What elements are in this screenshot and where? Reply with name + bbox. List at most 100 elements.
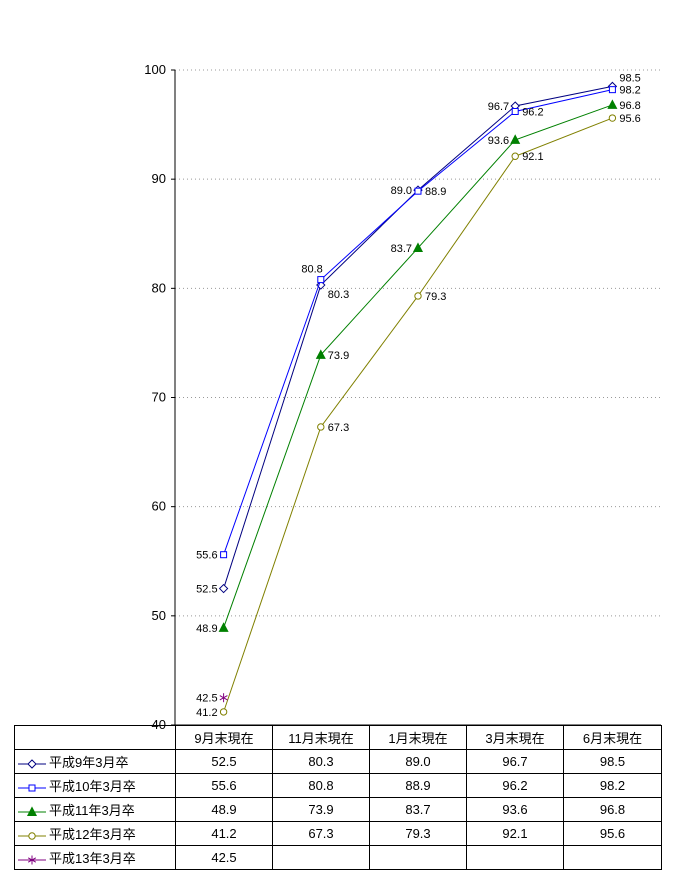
table-cell: 80.8 — [272, 773, 370, 798]
column-header-mar: 3月末現在 — [466, 725, 564, 750]
square-marker-icon — [220, 551, 228, 559]
square-marker-icon — [28, 784, 36, 792]
triangle-marker-icon — [26, 805, 38, 816]
y-tick-label: 50 — [152, 608, 166, 623]
data-label: 92.1 — [522, 151, 543, 163]
table-row: 平成11年3月卒 48.9 73.9 83.7 93.6 96.8 — [14, 797, 662, 822]
table-row: 平成13年3月卒 42.5 — [14, 845, 662, 870]
column-header-sep: 9月末現在 — [175, 725, 273, 750]
data-label: 52.5 — [196, 584, 217, 596]
legend-key-icon — [18, 855, 46, 865]
data-label: 96.2 — [522, 106, 543, 118]
triangle-marker-icon — [315, 349, 326, 359]
table-cell: 93.6 — [466, 797, 564, 822]
series-label: 平成11年3月卒 — [49, 803, 135, 818]
diamond-marker-icon — [316, 280, 326, 290]
data-label: 73.9 — [328, 350, 349, 362]
table-cell: 42.5 — [175, 845, 273, 870]
data-label: 93.6 — [488, 135, 509, 147]
table-cell: 67.3 — [272, 821, 370, 846]
series-label: 平成13年3月卒 — [49, 851, 136, 866]
series-label: 平成9年3月卒 — [49, 755, 129, 770]
legend-cell: 平成10年3月卒 — [14, 773, 176, 798]
legend-key-icon — [18, 758, 46, 769]
table-cell: 98.2 — [563, 773, 662, 798]
data-label: 41.2 — [196, 707, 217, 719]
data-label: 79.3 — [425, 291, 446, 303]
data-label: 88.9 — [425, 186, 446, 198]
data-label: 67.3 — [328, 422, 349, 434]
square-marker-icon — [414, 187, 422, 195]
data-label: 89.0 — [391, 185, 412, 197]
data-label: 96.8 — [619, 100, 640, 112]
table-cell — [563, 845, 662, 870]
column-header-nov: 11月末現在 — [272, 725, 370, 750]
table-cell: 92.1 — [466, 821, 564, 846]
triangle-marker-icon — [412, 242, 424, 252]
column-header-jan: 1月末現在 — [369, 725, 467, 750]
data-label: 98.2 — [619, 85, 640, 97]
series-平成12年3月卒: 41.2 67.3 79.3 92.1 95.6 — [196, 113, 641, 719]
table-cell: 89.0 — [369, 749, 467, 774]
diamond-marker-icon — [218, 583, 229, 594]
data-label: 55.6 — [196, 550, 217, 562]
table-cell: 79.3 — [369, 821, 467, 846]
data-label: 80.3 — [328, 289, 349, 301]
series-label: 平成10年3月卒 — [49, 779, 136, 794]
series-line — [223, 104, 613, 629]
series-平成10年3月卒: 55.6 80.8 88.9 96.2 98.2 — [196, 85, 641, 562]
series-平成13年3月卒: 42.5 — [196, 693, 228, 705]
square-marker-icon — [511, 107, 519, 115]
series-line — [223, 85, 613, 589]
y-tick-label: 90 — [152, 171, 166, 186]
triangle-marker-icon — [510, 134, 521, 144]
data-label: 48.9 — [196, 623, 217, 635]
table-cell: 95.6 — [563, 821, 662, 846]
legend-cell: 平成9年3月卒 — [14, 749, 176, 774]
circle-marker-icon — [414, 292, 422, 300]
square-marker-icon — [317, 276, 325, 284]
column-header-jun: 6月末現在 — [563, 725, 662, 750]
asterisk-marker-icon — [219, 693, 228, 703]
table-corner-cell — [14, 725, 176, 750]
y-tick-label: 100 — [144, 62, 166, 77]
legend-key-icon — [18, 784, 46, 792]
y-tick-label: 70 — [152, 390, 166, 405]
table-cell: 41.2 — [175, 821, 273, 846]
circle-marker-icon — [219, 708, 228, 716]
triangle-marker-icon — [607, 99, 618, 109]
legend-cell: 平成13年3月卒 — [14, 845, 176, 870]
table-cell: 96.8 — [563, 797, 662, 822]
y-tick-label: 60 — [152, 499, 166, 514]
table-cell: 98.5 — [563, 749, 662, 774]
y-tick-label: 80 — [152, 280, 166, 295]
series-label: 平成12年3月卒 — [49, 827, 136, 842]
data-label: 42.5 — [196, 693, 217, 705]
triangle-marker-icon — [218, 622, 229, 632]
table-cell: 48.9 — [175, 797, 273, 822]
series-line — [223, 89, 613, 555]
series-平成11年3月卒: 48.9 73.9 83.7 93.6 96.8 — [196, 99, 641, 635]
data-table: 9月末現在 11月末現在 1月末現在 3月末現在 6月末現在 平成9年3月卒 5… — [14, 725, 662, 870]
table-cell: 96.2 — [466, 773, 564, 798]
table-cell: 83.7 — [369, 797, 467, 822]
table-cell: 55.6 — [175, 773, 273, 798]
data-label: 98.5 — [619, 72, 640, 84]
legend-cell: 平成12年3月卒 — [14, 821, 176, 846]
table-cell: 88.9 — [369, 773, 467, 798]
table-cell — [369, 845, 467, 870]
table-cell — [466, 845, 564, 870]
table-header-row: 9月末現在 11月末現在 1月末現在 3月末現在 6月末現在 — [14, 725, 662, 750]
circle-marker-icon — [317, 423, 325, 431]
table-cell — [272, 845, 370, 870]
legend-cell: 平成11年3月卒 — [14, 797, 176, 822]
data-label: 80.8 — [301, 264, 322, 276]
diamond-marker-icon — [27, 758, 37, 769]
circle-marker-icon — [28, 831, 36, 840]
table-cell: 80.3 — [272, 749, 370, 774]
table-cell: 52.5 — [175, 749, 273, 774]
circle-marker-icon — [511, 152, 519, 160]
asterisk-marker-icon — [27, 855, 37, 865]
table-row: 平成10年3月卒 55.6 80.8 88.9 96.2 98.2 — [14, 773, 662, 798]
